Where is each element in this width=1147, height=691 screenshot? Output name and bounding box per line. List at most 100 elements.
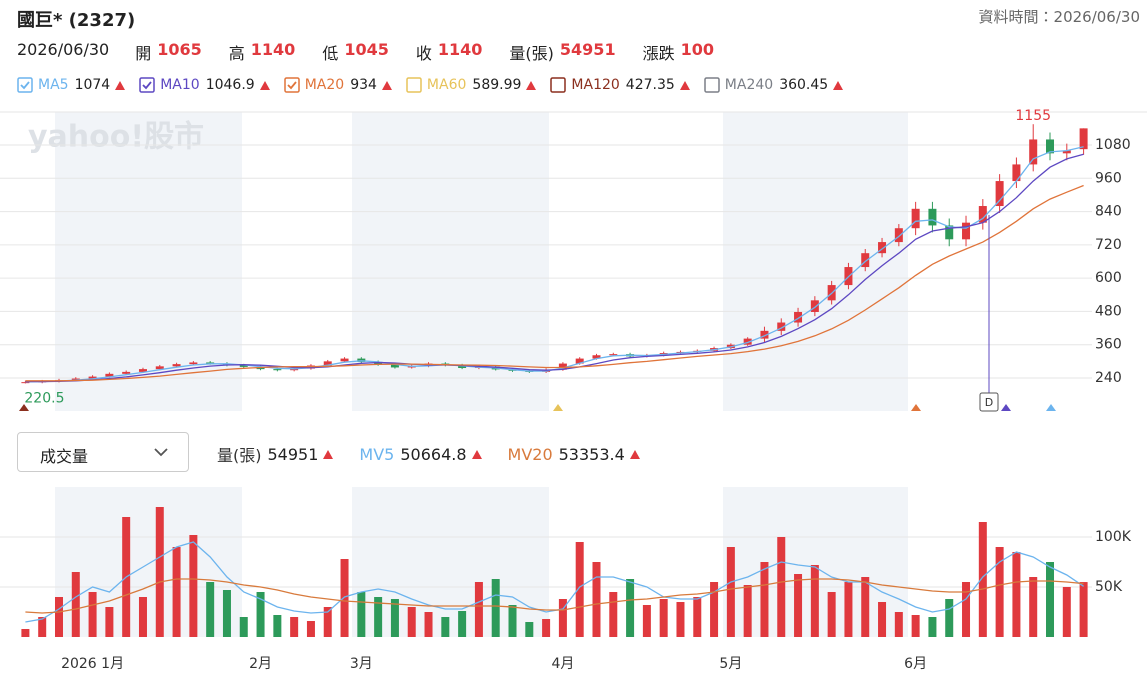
x-tick-label: 3月	[350, 656, 373, 672]
quote-label: 高	[228, 44, 245, 63]
dropdown-arrow	[154, 448, 168, 457]
candle-body	[340, 358, 349, 362]
checkbox-box	[17, 77, 33, 93]
dropdown-label: 成交量	[40, 447, 89, 466]
volume-bar	[542, 619, 551, 637]
y-tick-label: 50K	[1095, 579, 1123, 595]
volume-legend-value: 50664.8	[400, 444, 467, 464]
volume-bar	[105, 607, 114, 637]
volume-bar	[978, 522, 987, 637]
candle-body	[945, 225, 954, 240]
event-markers	[19, 404, 1056, 411]
volume-bar	[38, 617, 47, 637]
y-tick-label: 240	[1095, 370, 1122, 386]
candle-body	[743, 338, 752, 345]
candle-body	[390, 364, 399, 368]
candle-body	[894, 228, 903, 243]
candle-body	[1046, 139, 1055, 154]
volume-bar	[508, 605, 517, 637]
volume-bar	[491, 579, 500, 637]
y-tick-label: 360	[1095, 337, 1122, 353]
volume-bar	[206, 582, 215, 637]
volume-bar	[155, 507, 164, 637]
legend-checkbox	[406, 77, 422, 93]
candle-body	[978, 206, 987, 223]
legend-value: 934	[350, 77, 377, 93]
candle-body	[88, 376, 97, 379]
candle-body	[928, 208, 937, 226]
volume-bar	[189, 535, 198, 637]
up-arrow	[526, 80, 537, 90]
legend-value: 589.99	[472, 77, 522, 93]
candle-body	[609, 354, 618, 356]
quote-row: 2026/06/30 開 1065 高 1140 低 1045 收 1140 量(張) 54951…	[17, 40, 741, 64]
legend-item[interactable]: MA10 1046.9	[139, 77, 270, 93]
x-tick-label: 6月	[904, 656, 927, 672]
quote-value: 1140	[250, 40, 296, 59]
legend-item[interactable]: MA5 1074	[17, 77, 126, 93]
ma-legend: MA5 1074 MA10 1046.9 MA20 934 MA60 589.99 MA120 4…	[17, 77, 857, 93]
y-tick-label: 720	[1095, 237, 1122, 253]
volume-bar	[878, 602, 887, 637]
legend-item[interactable]: MA240 360.45	[704, 77, 844, 93]
volume-bar	[962, 582, 971, 637]
y-tick-label: 100K	[1095, 529, 1132, 545]
candle-body	[1012, 164, 1021, 182]
up-arrow	[471, 449, 482, 459]
quote-date: 2026/06/30	[17, 40, 110, 59]
legend-item[interactable]: MA60 589.99	[406, 77, 537, 93]
candle-body	[323, 361, 332, 366]
indicator-dropdown[interactable]: 成交量	[17, 432, 189, 472]
volume-bar	[827, 592, 836, 637]
candle-body	[21, 382, 30, 384]
legend-value: 1046.9	[205, 77, 255, 93]
quote-value: 100	[680, 40, 714, 59]
candle-body	[878, 242, 887, 254]
volume-bar	[172, 547, 181, 637]
candle-body	[122, 371, 131, 374]
volume-bar	[1029, 577, 1038, 637]
candle-body	[760, 330, 769, 339]
event-marker	[1046, 404, 1056, 411]
volume-bar	[995, 547, 1004, 637]
quote-label: 量(張)	[509, 44, 554, 63]
volume-bar	[1062, 587, 1071, 637]
volume-legend-item: MV5 50664.8	[359, 442, 482, 466]
candle-body	[777, 322, 786, 331]
volume-bar	[1046, 562, 1055, 637]
legend-name: MA20	[304, 77, 345, 93]
candle-body	[155, 366, 164, 370]
ma-line	[25, 153, 1084, 383]
candle-body	[575, 358, 584, 364]
legend-item[interactable]: MA20 934	[283, 77, 392, 93]
candle-body	[374, 361, 383, 365]
quote-label: 漲跌	[642, 44, 675, 63]
quote-value: 1140	[437, 40, 483, 59]
volume-bar	[642, 605, 651, 637]
volume-bar	[575, 542, 584, 637]
legend-name: MA5	[38, 77, 69, 93]
legend-item[interactable]: MA120 427.35	[550, 77, 690, 93]
volume-bar	[138, 597, 147, 637]
volume-bar	[609, 592, 618, 637]
y-tick-label: 960	[1095, 170, 1122, 186]
volume-bar	[676, 602, 685, 637]
y-tick-label: 1080	[1095, 137, 1131, 153]
x-tick-label: 5月	[719, 656, 742, 672]
checkbox-box	[550, 77, 567, 93]
ma-line	[25, 184, 1084, 382]
volume-bar	[558, 599, 567, 637]
volume-bar	[710, 582, 719, 637]
event-marker	[19, 404, 29, 411]
volume-bar	[239, 617, 248, 637]
volume-bar	[222, 590, 231, 637]
volume-bar	[861, 577, 870, 637]
up-arrow	[381, 80, 392, 90]
volume-bar	[290, 617, 299, 637]
legend-checkbox	[283, 77, 300, 93]
volume-bar	[306, 621, 315, 637]
volume-bar	[1079, 582, 1088, 637]
volume-bar	[390, 599, 399, 637]
volume-bar	[693, 597, 702, 637]
